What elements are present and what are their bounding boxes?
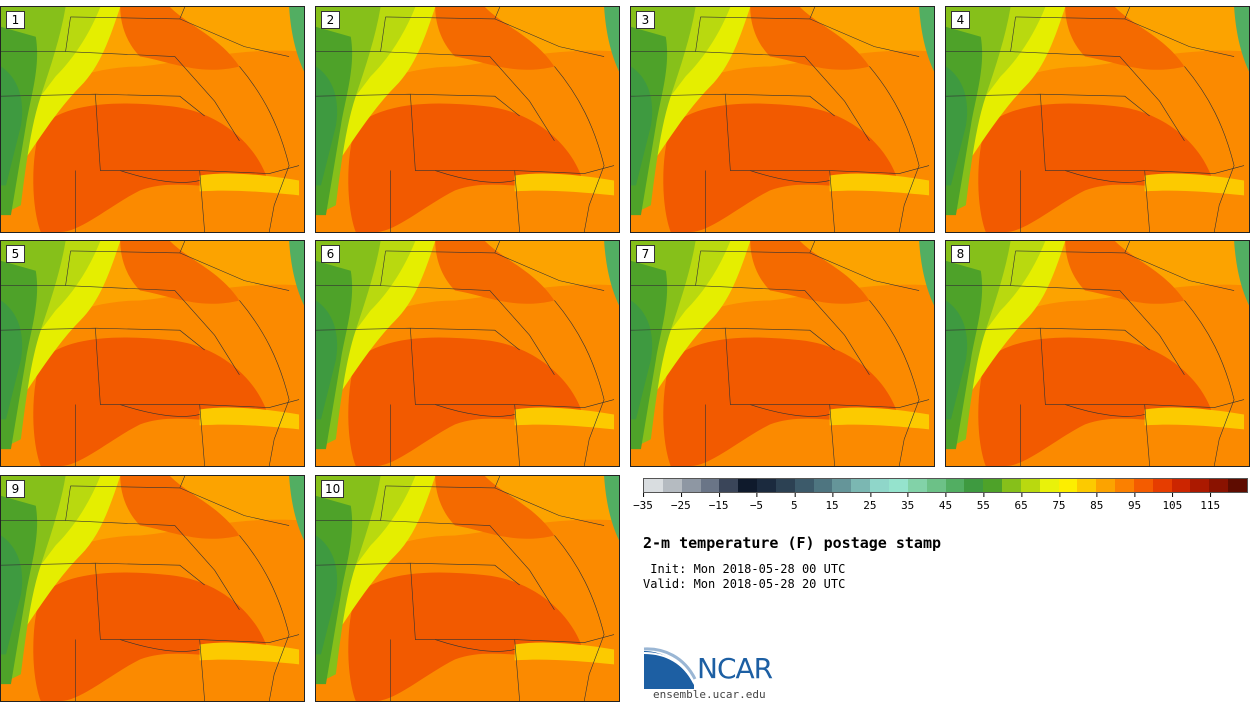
colorbar-swatch [983,479,1003,492]
ncar-logo-text: NCAR [697,652,773,685]
colorbar-swatch [1115,479,1134,492]
member-number-label: 4 [951,11,970,29]
colorbar-swatch [813,479,833,492]
ensemble-member-panel-8[interactable]: 8 [945,240,1250,467]
colorbar-swatch [832,479,852,492]
colorbar-swatch [870,479,889,492]
temperature-map [316,7,619,232]
colorbar-swatch [738,479,758,492]
init-time: Init: Mon 2018-05-28 00 UTC [643,562,846,576]
colorbar-tick-label: 115 [1200,493,1220,512]
member-number-label: 1 [6,11,25,29]
colorbar-swatch [794,479,814,492]
colorbar-swatch [1171,479,1191,492]
ensemble-member-panel-7[interactable]: 7 [630,240,935,467]
valid-time: Valid: Mon 2018-05-28 20 UTC [643,577,846,591]
site-url[interactable]: ensemble.ucar.edu [653,688,766,701]
colorbar-tick-label: 85 [1090,493,1103,512]
member-number-label: 5 [6,245,25,263]
colorbar-swatch [644,479,663,492]
member-number-label: 8 [951,245,970,263]
colorbar-swatch [1228,479,1247,492]
member-number-label: 2 [321,11,340,29]
colorbar-swatch [964,479,984,492]
colorbar-tick-label: −5 [750,493,763,512]
temperature-map [946,241,1249,466]
temperature-map [1,7,304,232]
temperature-colorbar [643,478,1248,493]
ensemble-member-panel-10[interactable]: 10 [315,475,620,702]
colorbar-tick-label: 15 [825,493,839,512]
colorbar-swatch [888,479,908,492]
member-number-label: 7 [636,245,655,263]
colorbar-swatch [775,479,795,492]
ensemble-member-panel-6[interactable]: 6 [315,240,620,467]
temperature-map [631,241,934,466]
colorbar-swatch [1077,479,1097,492]
colorbar-swatch [681,479,701,492]
colorbar-swatch [719,479,739,492]
ensemble-member-panel-9[interactable]: 9 [0,475,305,702]
temperature-map [631,7,934,232]
colorbar-swatch [907,479,927,492]
colorbar-swatch [757,479,776,492]
ensemble-member-panel-1[interactable]: 1 [0,6,305,233]
colorbar-swatch [1039,479,1059,492]
temperature-map [316,241,619,466]
colorbar-tick-label: 95 [1128,493,1141,512]
colorbar-swatch [1020,479,1040,492]
colorbar-swatch [851,479,871,492]
colorbar-swatch [1190,479,1210,492]
temperature-map [946,7,1249,232]
colorbar-tick-label: 65 [1015,493,1028,512]
colorbar-swatch [700,479,720,492]
member-number-label: 9 [6,480,25,498]
member-number-label: 3 [636,11,655,29]
colorbar-tick-label: −25 [671,493,691,512]
colorbar-swatch [1096,479,1116,492]
colorbar-swatch [1133,479,1153,492]
temperature-map [1,476,304,701]
ncar-logo-icon [643,647,697,689]
temperature-map [316,476,619,701]
ensemble-member-panel-3[interactable]: 3 [630,6,935,233]
colorbar-tick-label: 35 [901,493,914,512]
member-number-label: 10 [321,480,345,498]
ensemble-member-panel-5[interactable]: 5 [0,240,305,467]
colorbar-tick-label: 25 [863,493,877,512]
ensemble-member-panel-4[interactable]: 4 [945,6,1250,233]
colorbar-swatch [945,479,965,492]
colorbar-tick-label: 45 [939,493,952,512]
colorbar-ticks: −35 −25 −15 −5 5 15 25 35 45 55 65 75 85 95 105 115 [633,493,1248,513]
colorbar-swatch [662,479,682,492]
colorbar-tick-label: 55 [977,493,990,512]
colorbar-swatch [1152,479,1172,492]
colorbar-tick-label: 75 [1052,493,1066,512]
colorbar-swatch [926,479,946,492]
colorbar-swatch [1002,479,1021,492]
colorbar-tick-label: −35 [633,493,653,512]
colorbar-tick-label: −15 [709,493,729,512]
plot-title: 2-m temperature (F) postage stamp [643,534,942,552]
colorbar-swatch [1058,479,1078,492]
ensemble-member-panel-2[interactable]: 2 [315,6,620,233]
colorbar-tick-label: 105 [1162,493,1182,512]
colorbar-swatch [1209,479,1229,492]
temperature-map [1,241,304,466]
member-number-label: 6 [321,245,340,263]
colorbar-tick-label: 5 [791,493,798,512]
